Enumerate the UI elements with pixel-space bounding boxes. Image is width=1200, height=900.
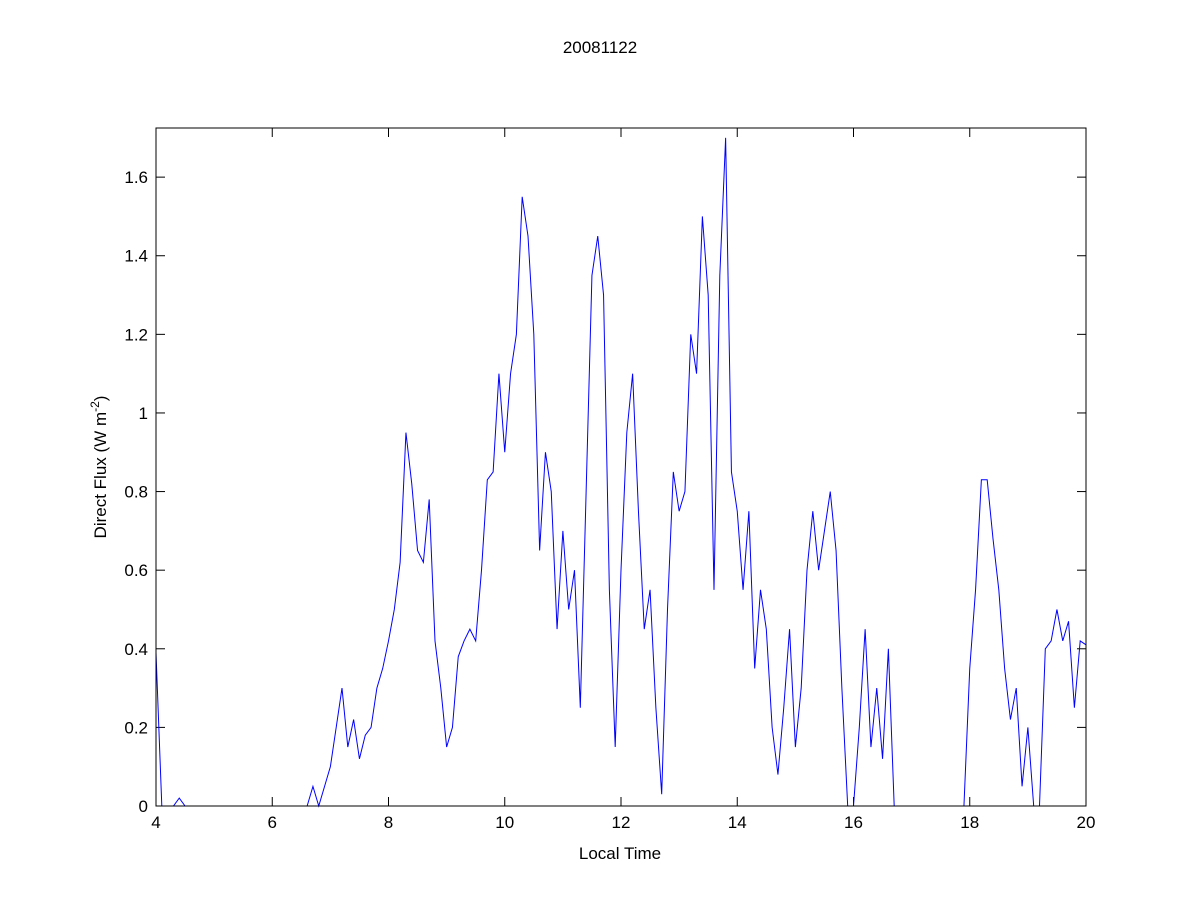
y-tick-label: 1.4 <box>124 247 148 266</box>
x-tick-label: 16 <box>844 813 863 832</box>
y-label-close: ) <box>91 396 110 402</box>
y-tick-label: 0 <box>139 797 148 816</box>
x-tick-label: 12 <box>612 813 631 832</box>
y-tick-label: 1.6 <box>124 168 148 187</box>
x-axis-label: Local Time <box>579 844 661 863</box>
chart-title: 20081122 <box>563 38 637 57</box>
y-tick-label: 1.2 <box>124 325 148 344</box>
y-tick-label: 0.6 <box>124 561 148 580</box>
y-label-text: Direct Flux (W m <box>91 412 110 539</box>
plot-frame <box>155 127 1087 807</box>
y-tick-label: 0.2 <box>124 718 148 737</box>
x-tick-label: 18 <box>960 813 979 832</box>
x-tick-label: 14 <box>728 813 747 832</box>
x-tick-label: 10 <box>495 813 514 832</box>
y-label-sup: -2 <box>88 401 102 412</box>
x-tick-label: 20 <box>1077 813 1096 832</box>
y-tick-label: 0.8 <box>124 483 148 502</box>
x-tick-label: 6 <box>268 813 277 832</box>
y-tick-label: 0.4 <box>124 640 148 659</box>
y-tick-label: 1 <box>139 404 148 423</box>
x-tick-label: 4 <box>151 813 160 832</box>
y-axis-label: Direct Flux (W m-2) <box>88 396 110 539</box>
x-tick-label: 8 <box>384 813 393 832</box>
